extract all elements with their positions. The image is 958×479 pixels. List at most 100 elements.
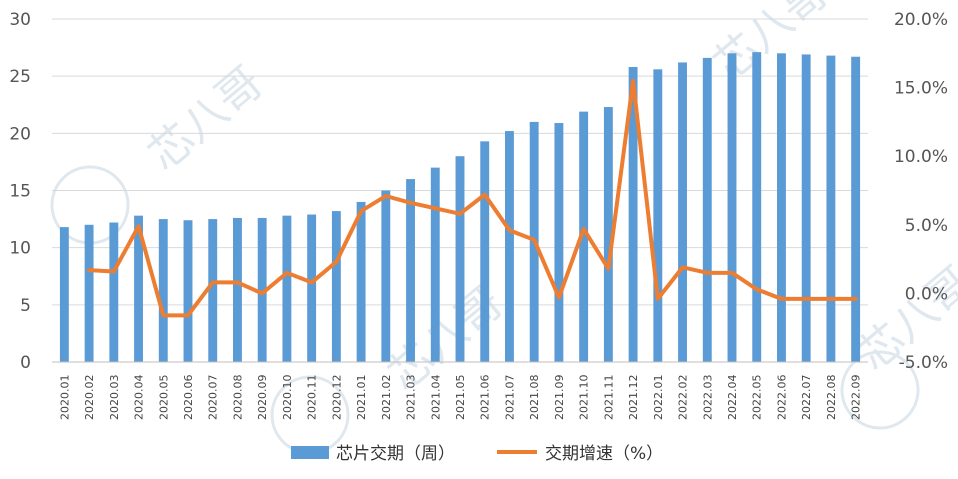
bar-2020.06 [183, 220, 193, 362]
x-axis-tick-label: 2020.12 [330, 375, 343, 421]
x-axis-tick-label: 2022.04 [726, 375, 739, 421]
line-point-2021.11 [607, 267, 610, 270]
line-point-2022.07 [805, 298, 807, 300]
line-point-2021.04 [434, 207, 437, 210]
x-axis-tick-label: 2022.06 [775, 375, 788, 421]
bar-2020.05 [158, 219, 168, 362]
line-point-2021.07 [508, 229, 511, 232]
left-axis-tick-label: 15 [9, 182, 31, 202]
right-axis-tick-label: 15.0% [894, 79, 948, 99]
x-axis-tick-label: 2021.09 [553, 375, 566, 421]
line-point-2020.08 [236, 281, 239, 284]
x-axis-tick-label: 2020.09 [256, 375, 269, 421]
watermark-text: 芯八哥 [379, 277, 513, 401]
bar-2020.02 [84, 224, 94, 362]
watermark-text: 芯八哥 [704, 0, 838, 91]
bar-2020.08 [233, 217, 242, 362]
bar-2022.04 [727, 53, 737, 363]
right-axis-tick-label: 5.0% [905, 216, 948, 236]
left-axis: 0 5 10 15 20 25 30 [9, 10, 31, 373]
line-point-2022.09 [854, 298, 857, 300]
x-axis-tick-label: 2021.04 [429, 375, 442, 421]
bar-2021.07 [505, 131, 514, 362]
bar-2022.06 [777, 53, 786, 363]
x-axis-tick-label: 2021.07 [503, 375, 516, 421]
growth-rate-line [87, 78, 858, 318]
line-point-2020.11 [310, 281, 313, 284]
x-axis-tick-label: 2022.01 [652, 375, 665, 421]
bar-2022.07 [801, 54, 811, 362]
line-point-2021.06 [483, 193, 486, 196]
bar-2021.12 [628, 67, 638, 363]
x-axis-tick-label: 2020.04 [133, 375, 146, 421]
x-axis-tick-label: 2020.02 [83, 375, 96, 421]
bar-2021.03 [406, 179, 415, 362]
x-axis-tick-label: 2021.06 [479, 374, 492, 420]
line-series [87, 78, 858, 318]
bar-2021.04 [430, 167, 440, 362]
bar-2021.02 [381, 190, 391, 362]
watermark-text: 芯八哥 [139, 57, 273, 181]
line-point-2021.10 [582, 228, 585, 230]
line-point-2022.05 [755, 288, 758, 291]
x-axis-tick-label: 2021.03 [405, 375, 418, 421]
x-axis-tick-label: 2020.10 [281, 375, 294, 421]
watermark-logo-icon [840, 350, 920, 430]
line-point-2021.02 [385, 195, 387, 197]
x-axis-tick-label: 2022.02 [677, 375, 690, 421]
bar-2020.04 [134, 215, 143, 362]
x-axis-tick-label: 2022.05 [751, 375, 764, 421]
x-axis-tick-label: 2021.02 [380, 375, 393, 421]
x-axis-tick-label: 2021.05 [454, 375, 467, 421]
bar-2022.05 [752, 52, 762, 362]
left-axis-tick-label: 25 [9, 67, 31, 87]
line-point-2020.07 [211, 281, 214, 284]
line-point-2020.10 [286, 272, 288, 274]
x-axis-tick-label: 2021.08 [528, 375, 541, 421]
bar-2020.10 [282, 215, 292, 362]
right-axis-tick-label: 10.0% [894, 147, 948, 167]
bar-2020.07 [208, 219, 218, 362]
x-axis: 2020.01 2020.02 2020.03 2020.04 2020.05 2020.… [52, 361, 868, 421]
line-point-2022.04 [731, 272, 733, 274]
x-axis-tick-label: 2020.06 [182, 375, 195, 421]
left-axis-tick-label: 30 [9, 10, 31, 30]
line-point-2020.09 [261, 292, 263, 295]
line-point-2020.12 [335, 261, 338, 263]
bar-2020.03 [109, 222, 119, 362]
bar-2022.09 [851, 56, 861, 362]
bar-2022.08 [826, 55, 836, 363]
line-point-2021.08 [533, 239, 535, 241]
x-axis-tick-label: 2020.08 [231, 375, 244, 421]
line-point-2022.06 [780, 298, 783, 300]
line-point-2022.02 [681, 266, 684, 269]
line-point-2020.05 [162, 314, 165, 317]
x-axis-tick-label: 2020.03 [108, 375, 121, 421]
right-axis-tick-label: -5.0% [899, 353, 948, 373]
x-axis-tick-label: 2022.09 [850, 375, 863, 421]
bar-2021.11 [603, 107, 613, 362]
bar-2021.09 [554, 123, 564, 362]
legend: 芯片交期（周） 交期增速（%） [291, 444, 663, 464]
bar-2022.03 [702, 57, 712, 363]
line-point-2020.03 [113, 270, 115, 273]
bar-2022.02 [678, 62, 687, 362]
x-axis-tick-label: 2022.07 [800, 375, 813, 421]
x-axis-tick-label: 2021.01 [355, 375, 368, 421]
line-point-2021.03 [409, 202, 412, 204]
line-point-2020.06 [187, 314, 189, 317]
x-axis-tick-label: 2021.10 [578, 375, 591, 421]
bar-2021.10 [579, 111, 589, 362]
line-point-2021.09 [558, 296, 560, 299]
x-axis-tick-label: 2020.01 [58, 375, 71, 421]
legend-swatch-bar [291, 446, 329, 459]
x-axis-tick-label: 2020.07 [207, 375, 220, 421]
x-axis-tick-label: 2020.11 [306, 375, 319, 421]
right-axis: -5.0% 0.0% 5.0% 10.0% 15.0% 20.0% [894, 10, 948, 373]
line-point-2022.01 [657, 298, 659, 300]
bar-2021.01 [356, 201, 366, 362]
x-axis-tick-label: 2022.08 [825, 375, 838, 421]
left-axis-tick-label: 5 [20, 296, 31, 316]
bar-2021.06 [480, 141, 490, 362]
